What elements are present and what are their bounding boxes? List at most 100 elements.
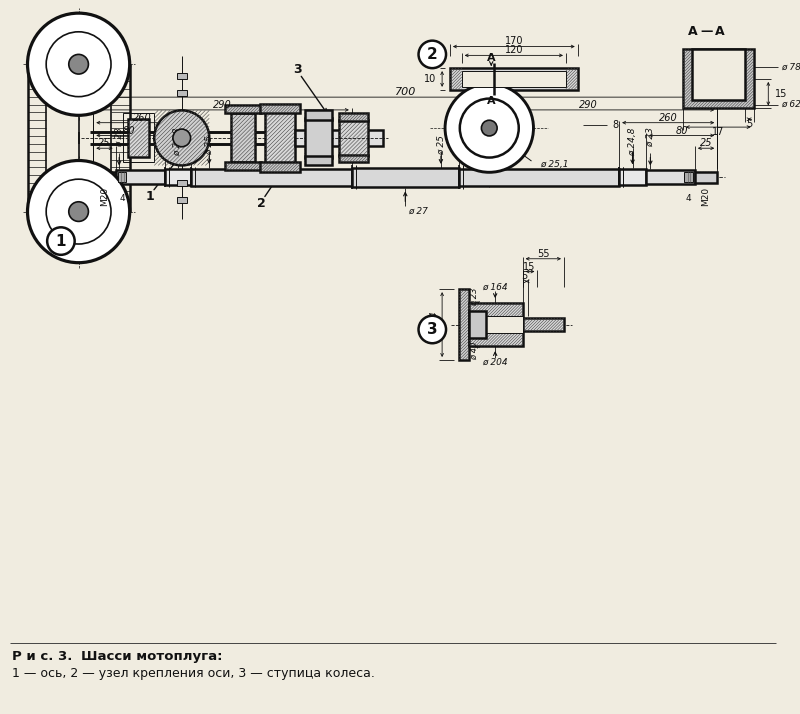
Text: ø 244: ø 244 [430,312,438,338]
Text: ø 40: ø 40 [470,342,479,361]
Text: 15: 15 [523,261,536,271]
Bar [165,169,191,185]
Bar [231,114,255,163]
Bar [352,168,458,186]
Circle shape [418,316,446,343]
Text: А: А [688,25,698,39]
Text: 290: 290 [578,100,598,110]
Circle shape [482,120,497,136]
Bar [469,311,486,338]
Circle shape [46,179,111,244]
Bar [459,289,469,360]
Circle shape [445,84,534,172]
Bar [458,169,619,186]
Text: А: А [715,25,725,39]
Bar [118,172,126,182]
Text: ø 23: ø 23 [470,288,479,306]
Bar [177,180,186,186]
Text: 120: 120 [505,46,523,56]
Bar [94,172,116,183]
Bar [339,155,369,163]
Circle shape [27,13,130,116]
Text: M20: M20 [702,187,710,206]
Circle shape [27,161,130,263]
Bar [450,68,578,90]
Text: M20: M20 [100,187,109,206]
Circle shape [418,41,446,68]
Text: —: — [700,25,713,39]
Text: 10: 10 [424,74,436,84]
Text: 290: 290 [213,100,232,110]
Text: 260: 260 [659,113,678,123]
Bar [177,90,186,96]
Text: 4: 4 [119,194,125,203]
Circle shape [154,111,210,166]
Circle shape [173,129,190,147]
Text: 1 — ось, 2 — узел крепления оси, 3 — ступица колеса.: 1 — ось, 2 — узел крепления оси, 3 — сту… [12,667,374,680]
Text: ø 25: ø 25 [437,136,446,155]
Circle shape [69,54,89,74]
Bar [305,119,332,158]
Text: 80: 80 [675,126,688,136]
Text: 2: 2 [257,197,266,210]
Text: 260: 260 [133,113,152,123]
Bar [123,114,154,163]
Text: 8: 8 [612,120,618,130]
Bar [684,172,693,182]
Text: А: А [487,96,495,106]
Bar [469,303,522,346]
Bar [177,197,186,203]
Circle shape [69,202,89,221]
Bar [266,111,294,166]
Text: ø 27: ø 27 [408,206,428,216]
Bar [260,104,300,114]
Bar [128,119,150,156]
Text: 2: 2 [427,47,438,62]
Bar [305,156,332,166]
Bar [116,171,165,184]
Text: ø 164: ø 164 [482,283,508,292]
Text: 5: 5 [522,271,528,281]
Text: А: А [487,54,495,64]
Bar [695,172,718,183]
Text: 4: 4 [686,194,691,203]
Bar [177,73,186,79]
Bar [339,120,369,156]
Text: 15: 15 [775,89,787,99]
Text: 1: 1 [146,191,154,203]
Text: 170: 170 [505,36,523,46]
Text: 3: 3 [427,322,438,337]
Text: ø 23: ø 23 [646,127,655,147]
Text: ø 204: ø 204 [482,358,508,366]
Text: 17: 17 [712,127,724,137]
Text: 700: 700 [394,87,416,97]
Text: ø 25,1: ø 25,1 [540,160,569,169]
Bar [646,171,695,184]
Bar [339,114,369,121]
Bar [305,111,332,120]
Bar [462,71,566,87]
Text: Шасси мотоплуга:: Шасси мотоплуга: [81,650,222,663]
Text: ø 78: ø 78 [781,63,800,71]
Text: ø 62: ø 62 [781,100,800,109]
Text: ø 23: ø 23 [114,127,124,147]
Bar [191,169,352,186]
Bar [225,106,262,114]
Text: 80: 80 [122,126,135,136]
Bar [225,163,262,171]
Bar [260,163,300,172]
Bar [692,49,745,99]
Text: 5: 5 [746,119,752,129]
Text: 25: 25 [98,139,110,149]
Text: Р и с. 3.: Р и с. 3. [12,650,82,663]
Circle shape [460,99,518,158]
Bar [683,49,754,109]
Text: ø 24,8: ø 24,8 [628,128,637,156]
Bar [619,169,646,185]
Text: 55: 55 [537,249,550,259]
Text: 25: 25 [700,139,712,149]
Circle shape [47,227,74,255]
Bar [294,130,383,146]
Text: 1: 1 [56,233,66,248]
Text: ø 24,8: ø 24,8 [174,128,182,156]
